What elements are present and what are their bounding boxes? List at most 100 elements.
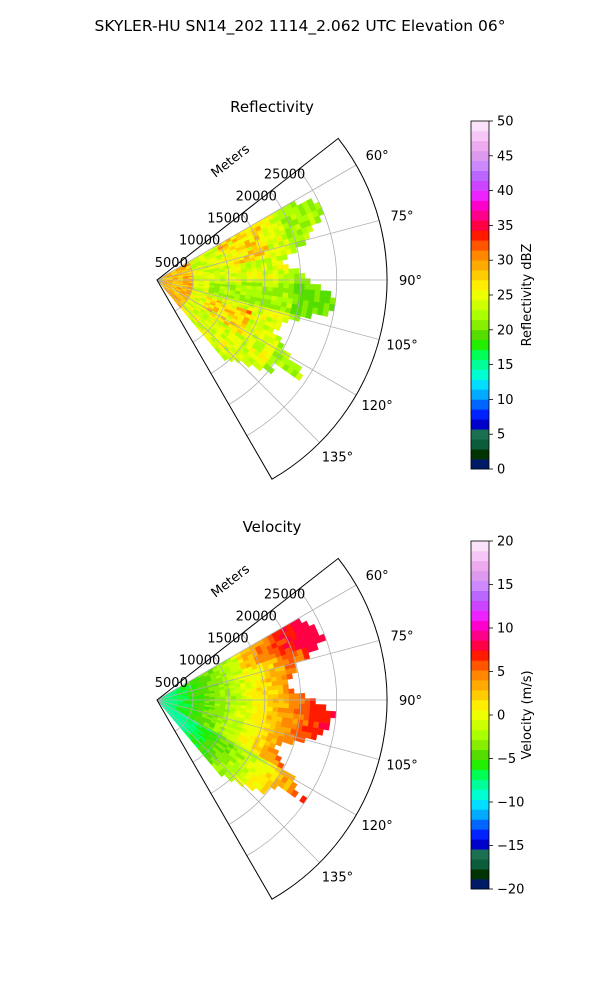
angular-gridline <box>156 640 380 701</box>
colorbar-segment <box>471 429 489 440</box>
radar-cell <box>304 698 311 705</box>
radar-cell <box>290 789 299 798</box>
colorbar-tick-label: 0 <box>497 709 505 724</box>
radar-cell <box>292 713 300 720</box>
colorbar-segment <box>471 849 489 860</box>
colorbar-tick-label: 45 <box>497 149 514 164</box>
radar-cell <box>272 685 279 691</box>
radar-cell <box>293 708 300 715</box>
colorbar-segment <box>471 160 489 172</box>
colorbar-tick-label: 25 <box>497 289 514 304</box>
colorbar-tick-label: 5 <box>497 665 505 680</box>
radar-cell <box>322 309 329 317</box>
radar-cell <box>246 691 253 697</box>
radar-cell <box>267 282 274 288</box>
reflectivity-panel: Reflectivity 5000 10000 15000 20000 25000 Mete… <box>155 98 535 480</box>
colorbar-segment <box>471 660 489 671</box>
radial-tick-label: 20000 <box>236 189 277 204</box>
colorbar-segment <box>471 690 489 701</box>
radar-cell <box>283 273 290 280</box>
colorbar-segment <box>471 359 489 370</box>
radar-cell <box>288 268 295 275</box>
angular-tick-label: 60° <box>366 149 389 164</box>
radar-cell <box>267 702 274 708</box>
radar-cell <box>266 265 274 272</box>
colorbar-segment <box>471 230 489 241</box>
colorbar-tick-label: 50 <box>497 115 514 130</box>
radar-cell <box>304 709 311 716</box>
radar-cell <box>230 696 237 700</box>
radar-cell <box>225 276 232 280</box>
radial-tick-label: 10000 <box>179 234 220 249</box>
radar-cell <box>309 709 316 717</box>
radar-cell <box>310 698 316 705</box>
colorbar-segment <box>471 650 489 661</box>
radar-cell <box>273 698 279 704</box>
radar-cell <box>281 254 288 261</box>
colorbar-segment <box>471 799 489 810</box>
radar-cell <box>276 260 284 266</box>
colorbar-tick-label: 15 <box>497 358 514 373</box>
radar-cell <box>219 694 226 698</box>
angular-gridline <box>156 279 380 340</box>
radar-cell <box>282 679 289 686</box>
radar-cell <box>199 277 205 280</box>
radar-cell <box>294 698 300 705</box>
radar-cell <box>293 314 301 322</box>
radar-cell <box>227 775 235 783</box>
radar-cell <box>272 707 279 713</box>
radar-cell <box>230 693 237 697</box>
radial-tick-label: 20000 <box>236 609 277 624</box>
radar-cell <box>225 693 232 698</box>
colorbar-segment <box>471 719 489 731</box>
radar-cell <box>277 264 284 271</box>
radar-cell <box>256 702 263 708</box>
colorbar-tick-label: 0 <box>497 463 505 478</box>
colorbar-segment <box>471 739 489 751</box>
radar-cell <box>267 286 274 292</box>
colorbar-segment <box>471 369 489 380</box>
radar-cell <box>267 274 274 280</box>
colorbar-tick-label: −10 <box>497 796 524 811</box>
radar-cell <box>315 704 321 711</box>
colorbar-segment <box>471 319 489 331</box>
colorbar-segment <box>471 170 489 181</box>
angular-gridline <box>156 584 357 701</box>
radar-cell <box>262 694 269 700</box>
radar-data-cells <box>156 198 336 381</box>
radar-cell <box>292 293 300 300</box>
colorbar-segment <box>471 339 489 350</box>
colorbar-segment <box>471 190 489 201</box>
radar-cell <box>278 698 285 704</box>
colorbar-segment <box>471 570 489 582</box>
angular-tick-label: 90° <box>399 694 422 709</box>
colorbar-tick-label: 40 <box>497 184 514 199</box>
radar-cell <box>283 693 290 700</box>
radar-cell <box>330 710 337 719</box>
radar-cell <box>288 708 295 715</box>
angular-tick-label: 120° <box>361 819 392 834</box>
radar-cell <box>282 684 289 690</box>
radar-cell <box>294 372 304 381</box>
colorbar-tick-label: −15 <box>497 839 524 854</box>
radar-cell <box>272 689 279 695</box>
radar-cell <box>209 277 216 280</box>
radar-cell <box>294 278 300 285</box>
radar-cell <box>272 287 279 293</box>
radar-cell <box>278 278 285 284</box>
colorbar-label: Reflectivity dBZ <box>520 244 535 347</box>
radar-cell <box>277 287 284 294</box>
angular-tick-label: 120° <box>361 399 392 414</box>
colorbar-tick-label: −5 <box>497 752 516 767</box>
radar-cell <box>305 311 313 320</box>
radar-cell <box>283 703 290 709</box>
radar-cell <box>262 278 269 284</box>
colorbar-tick-label: 20 <box>497 535 514 550</box>
colorbar-segment <box>471 210 489 221</box>
radar-cell <box>273 324 281 332</box>
angular-tick-label: 105° <box>386 759 417 774</box>
radar-cell <box>278 283 284 289</box>
radar-cell <box>251 702 258 707</box>
radial-gridline <box>210 213 266 374</box>
